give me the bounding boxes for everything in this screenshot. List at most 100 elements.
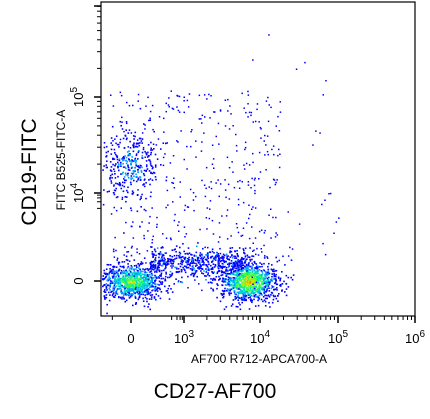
event-dot — [273, 275, 276, 277]
event-dot — [209, 208, 211, 210]
event-dot — [263, 262, 265, 265]
event-dot — [137, 283, 140, 285]
event-dot — [146, 250, 149, 252]
event-dot — [146, 168, 149, 170]
event-dot — [147, 151, 149, 154]
event-dot — [243, 273, 246, 275]
event-dot — [146, 268, 149, 270]
event-dot — [123, 155, 125, 158]
event-dot — [213, 111, 215, 113]
event-dot — [192, 274, 195, 277]
event-dot — [120, 292, 123, 295]
event-dot — [253, 179, 256, 181]
event-dot — [110, 280, 112, 282]
event-dot — [233, 281, 235, 283]
event-dot — [136, 169, 139, 171]
event-dot — [223, 308, 226, 311]
event-dot — [252, 278, 254, 280]
event-dot — [145, 105, 147, 107]
event-dot — [255, 296, 257, 298]
event-dot — [224, 189, 227, 191]
event-dot — [150, 286, 152, 288]
event-dot — [212, 257, 215, 260]
event-dot — [126, 137, 128, 140]
event-dot — [179, 256, 182, 259]
event-dot — [253, 288, 256, 291]
event-dot — [115, 279, 118, 281]
event-dot — [134, 131, 137, 134]
event-dot — [219, 110, 222, 112]
event-dot — [155, 254, 157, 257]
event-dot — [232, 125, 234, 127]
event-dot — [161, 264, 164, 267]
event-dot — [264, 285, 266, 288]
event-dot — [145, 152, 147, 154]
event-dot — [241, 292, 243, 295]
event-dot — [251, 278, 253, 280]
event-dot — [102, 285, 104, 288]
event-dot — [266, 271, 269, 274]
event-dot — [158, 252, 161, 255]
event-dot — [123, 277, 126, 280]
event-dot — [254, 262, 256, 264]
event-dot — [167, 259, 169, 262]
event-dot — [151, 172, 154, 175]
event-dot — [108, 276, 110, 278]
event-dot — [127, 177, 130, 179]
event-dot — [251, 255, 253, 257]
event-dot — [184, 256, 187, 259]
event-dot — [139, 263, 142, 265]
event-dot — [233, 284, 236, 286]
event-dot — [221, 274, 224, 276]
event-dot — [116, 282, 118, 285]
event-dot — [266, 287, 269, 290]
event-dot — [191, 268, 193, 270]
event-dot — [113, 292, 115, 294]
event-dot — [239, 269, 241, 272]
event-dot — [227, 258, 229, 260]
event-dot — [227, 98, 229, 101]
event-dot — [158, 266, 160, 269]
event-dot — [168, 263, 170, 265]
event-dot — [246, 273, 248, 275]
event-dot — [265, 281, 267, 284]
event-dot — [113, 185, 115, 187]
event-dot — [114, 164, 116, 167]
event-dot — [252, 250, 254, 252]
event-dot — [243, 282, 246, 285]
event-dot — [247, 273, 250, 275]
event-dot — [151, 289, 153, 292]
event-dot — [134, 272, 137, 275]
event-dot — [149, 117, 151, 120]
event-dot — [135, 180, 138, 183]
event-dot — [258, 294, 261, 296]
event-dot — [215, 255, 217, 257]
event-dot — [147, 289, 149, 291]
event-dot — [268, 302, 270, 304]
event-dot — [128, 297, 131, 299]
event-dot — [123, 147, 126, 149]
event-dot — [241, 256, 243, 259]
event-dot — [251, 301, 253, 304]
event-dot — [270, 287, 273, 290]
event-dot — [114, 286, 117, 288]
event-dot — [276, 260, 279, 263]
event-dot — [172, 265, 174, 267]
event-dot — [248, 256, 251, 258]
event-dot — [289, 246, 291, 249]
event-dot — [253, 283, 256, 286]
event-dot — [113, 256, 116, 258]
event-dot — [150, 268, 152, 270]
event-dot — [215, 256, 217, 259]
event-dot — [207, 255, 209, 258]
event-dot — [201, 254, 203, 257]
event-dot — [119, 183, 121, 186]
event-dot — [157, 276, 160, 278]
event-dot — [204, 275, 206, 277]
event-dot — [178, 255, 181, 257]
event-dot — [184, 204, 187, 207]
event-dot — [133, 144, 135, 146]
event-dot — [140, 169, 143, 172]
event-dot — [188, 252, 191, 254]
event-dot — [126, 196, 128, 198]
